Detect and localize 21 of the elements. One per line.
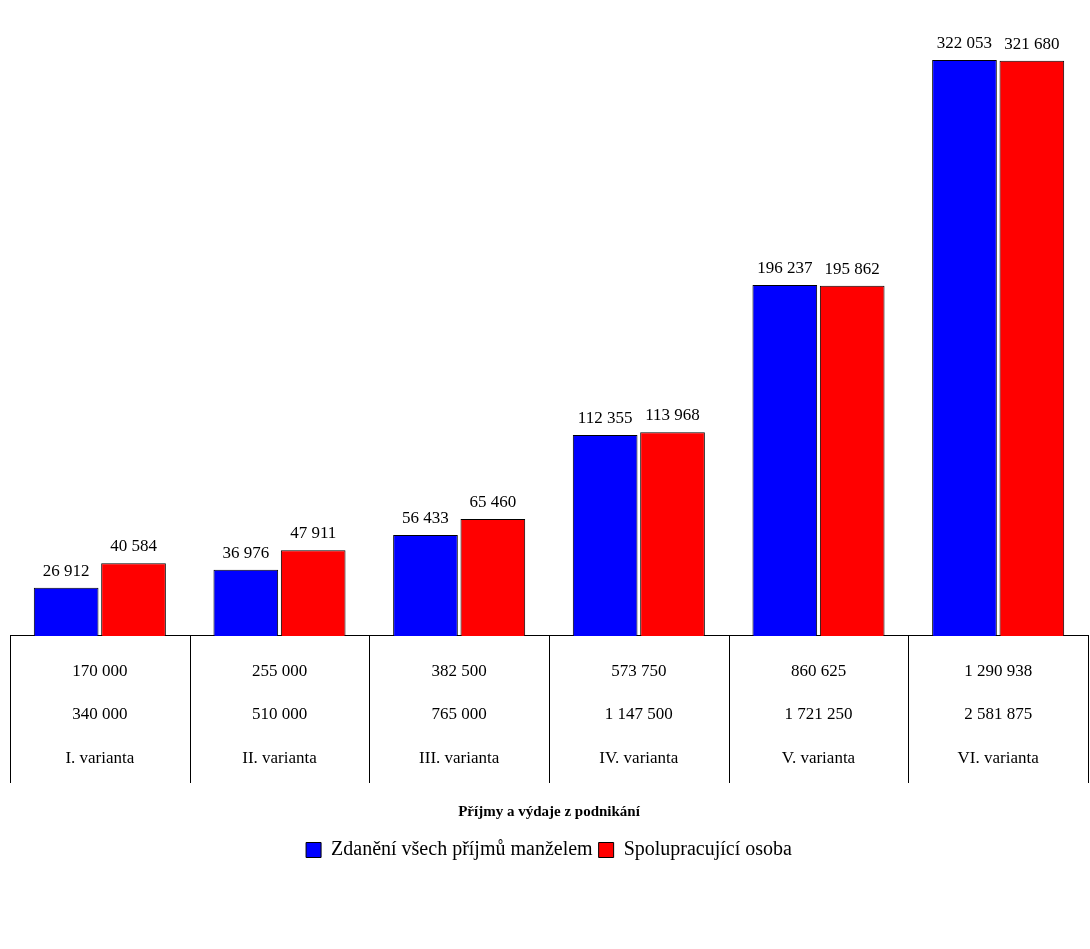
data-label: 40 584 bbox=[110, 536, 158, 556]
data-label: 195 862 bbox=[824, 258, 880, 278]
category-label: 255 000 510 000 II. varianta bbox=[242, 661, 317, 767]
legend-label: Zdanění všech příjmů manželem bbox=[331, 837, 594, 861]
data-label: 36 976 bbox=[222, 542, 270, 562]
data-label: 26 912 bbox=[42, 560, 90, 580]
data-label: 196 237 bbox=[757, 257, 813, 277]
text: Příjmy a výdaje z podnikání bbox=[458, 802, 641, 819]
data-label: 113 968 bbox=[645, 405, 700, 425]
data-label: 65 460 bbox=[469, 491, 517, 511]
data-label: 322 053 bbox=[936, 32, 993, 52]
data-label: 321 680 bbox=[1004, 33, 1060, 53]
category-label: 382 500 765 000 III. varianta bbox=[419, 661, 500, 767]
data-label: 47 911 bbox=[290, 523, 337, 543]
category-label: 1 290 938 2 581 875 VI. varianta bbox=[957, 661, 1039, 767]
legend-label: Spolupracující osoba bbox=[623, 837, 793, 861]
category-label: 573 750 1 147 500 IV. varianta bbox=[599, 661, 679, 767]
data-label: 112 355 bbox=[577, 407, 633, 427]
data-label: 56 433 bbox=[402, 507, 449, 527]
category-label: 860 625 1 721 250 V. varianta bbox=[781, 661, 856, 767]
category-label: 170 000 340 000 I. varianta bbox=[65, 661, 135, 767]
